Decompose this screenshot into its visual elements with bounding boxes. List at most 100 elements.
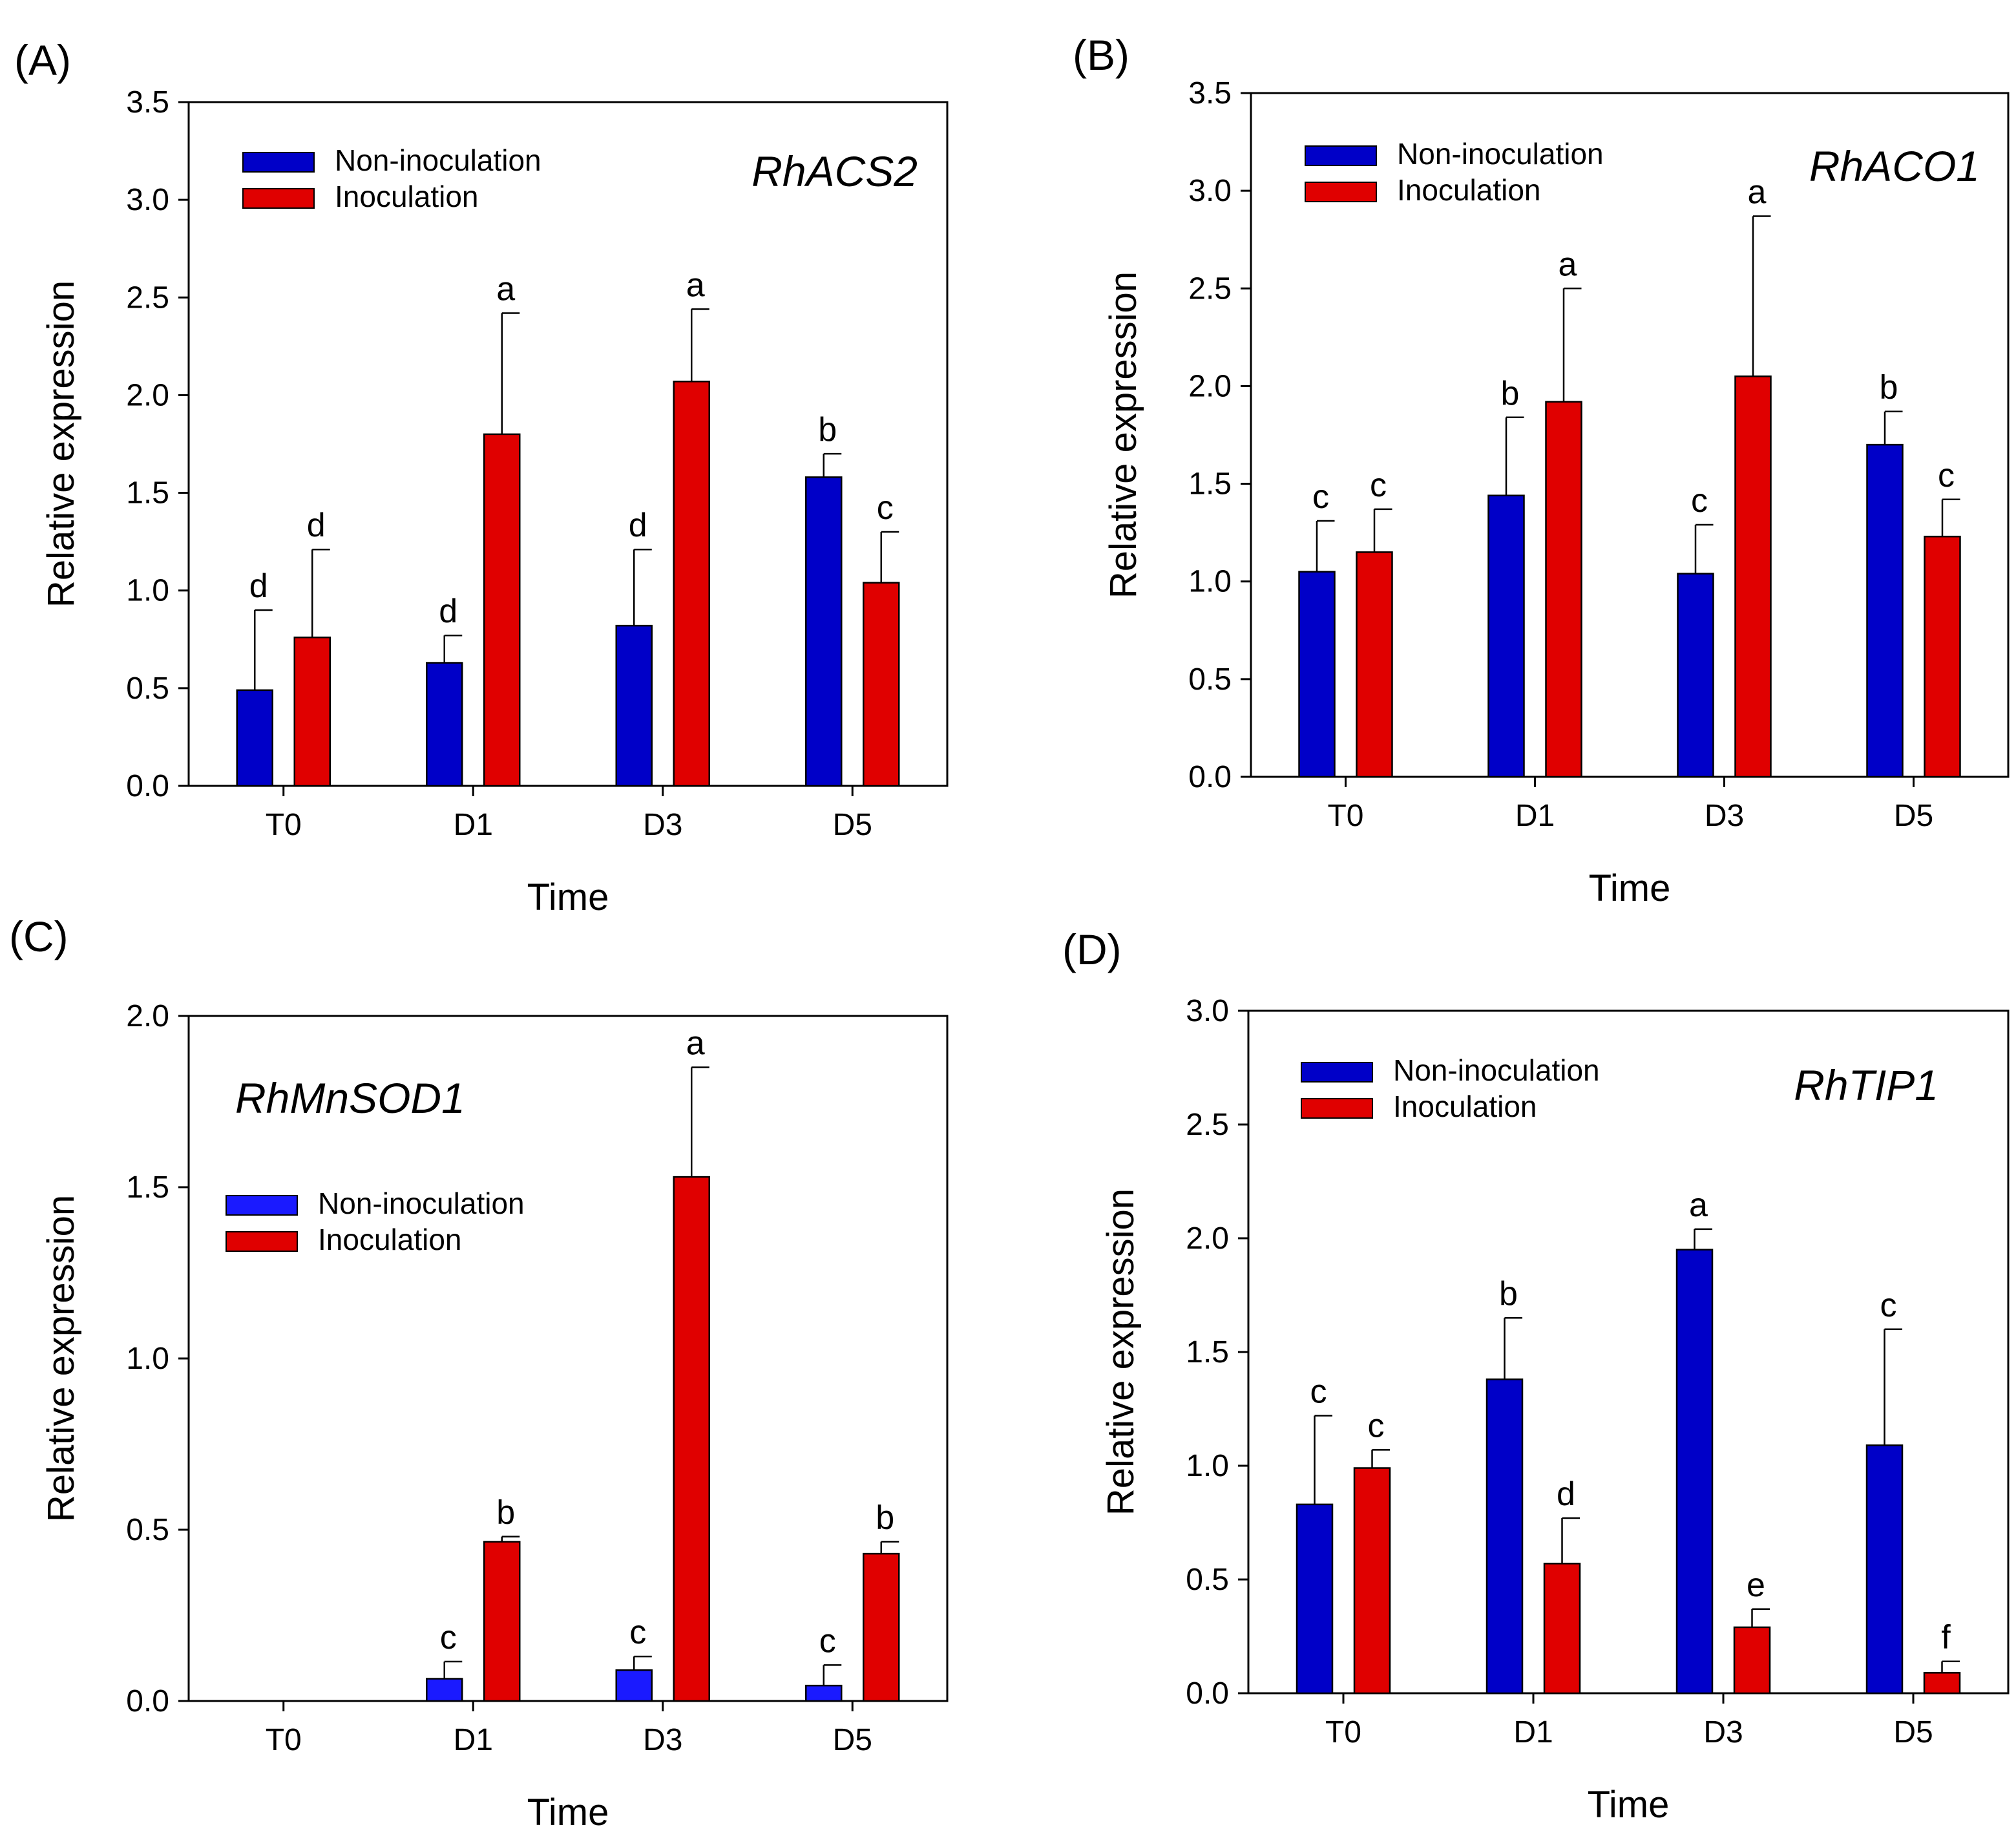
- x-tick-label: D1: [1515, 799, 1555, 833]
- bar-non-inoculation: [1677, 573, 1714, 778]
- x-tick-label: D5: [1893, 1715, 1933, 1749]
- y-tick-label: 1.0: [126, 1342, 169, 1376]
- bar-inoculation: [293, 637, 331, 787]
- bar-non-inoculation: [1865, 1444, 1904, 1695]
- legend-label: Inoculation: [318, 1223, 462, 1256]
- legend-label: Non-inoculation: [335, 143, 541, 177]
- x-tick-label: T0: [266, 1723, 302, 1757]
- bar-non-inoculation: [1486, 1378, 1524, 1695]
- bar-non-inoculation: [615, 1669, 653, 1702]
- significance-letter: c: [1368, 1407, 1385, 1444]
- x-axis-title: Time: [527, 876, 609, 918]
- legend-label: Inoculation: [1393, 1090, 1537, 1123]
- x-tick-label: D1: [454, 808, 493, 842]
- significance-letter: c: [440, 1619, 457, 1656]
- y-tick-label: 0.0: [126, 1684, 169, 1718]
- y-tick-label: 3.5: [1188, 76, 1232, 111]
- x-tick-label: D1: [1513, 1715, 1553, 1749]
- y-tick-label: 1.5: [126, 1170, 169, 1205]
- significance-letter: d: [249, 567, 268, 605]
- gene-title: RhMnSOD1: [235, 1074, 465, 1122]
- significance-letter: e: [1747, 1567, 1765, 1604]
- bar-inoculation: [1356, 551, 1393, 778]
- y-tick-label: 1.0: [1188, 565, 1232, 599]
- y-tick-label: 2.0: [126, 378, 169, 412]
- bar-inoculation: [1543, 1563, 1581, 1695]
- panel-d: (D) 0.0 0.5 1.0 1.5 2.0 2.5 3.0 T0 c c D1 b d D3 a e D5 c f…: [1062, 925, 2010, 1826]
- bar-inoculation: [483, 433, 521, 787]
- y-tick-label: 2.5: [1186, 1108, 1229, 1142]
- significance-letter: a: [1748, 173, 1767, 211]
- bar-inoculation: [1353, 1467, 1391, 1695]
- bar-non-inoculation: [1866, 443, 1904, 778]
- x-tick-label: D5: [833, 1723, 872, 1757]
- significance-letter: a: [686, 1025, 705, 1062]
- y-tick-label: 3.5: [126, 85, 169, 120]
- x-tick-label: D1: [454, 1723, 493, 1757]
- significance-letter: b: [496, 1494, 515, 1532]
- significance-letter: b: [1880, 369, 1898, 407]
- bar-non-inoculation: [1487, 494, 1525, 778]
- legend-label: Inoculation: [1397, 173, 1541, 207]
- bar-inoculation: [863, 582, 900, 787]
- bar-inoculation: [1545, 401, 1582, 778]
- significance-letter: c: [819, 1622, 836, 1660]
- y-axis-title: Relative expression: [40, 1195, 82, 1522]
- plot-frame: [1250, 92, 2010, 778]
- y-tick-label: 3.0: [1188, 174, 1232, 208]
- legend-label: Inoculation: [335, 180, 479, 213]
- panel-c: (C) 0.0 0.5 1.0 1.5 2.0 T0 D1 c b D3 c a D5 c b Relative…: [9, 913, 949, 1833]
- legend-swatch-non-inoculation: [242, 152, 315, 173]
- y-tick-label: 1.5: [126, 476, 169, 511]
- x-tick-label: D5: [833, 808, 872, 842]
- y-tick-label: 0.0: [1188, 760, 1232, 794]
- legend-swatch-non-inoculation: [1301, 1062, 1373, 1083]
- panel-a: (A) 0.0 0.5 1.0 1.5 2.0 2.5 3.0 3.5 T0 d d D1 d a D3 d a D…: [14, 36, 949, 918]
- y-tick-label: 3.0: [126, 183, 169, 217]
- legend-swatch-inoculation: [1305, 182, 1377, 202]
- y-axis-title: Relative expression: [40, 280, 82, 607]
- gene-title: RhTIP1: [1794, 1061, 1938, 1109]
- bar-inoculation: [1733, 1626, 1771, 1695]
- significance-letter: a: [1559, 246, 1577, 283]
- significance-letter: c: [1691, 482, 1708, 520]
- y-tick-label: 2.5: [126, 280, 169, 315]
- y-axis-title: Relative expression: [1102, 271, 1144, 598]
- bar-inoculation: [1924, 535, 1961, 778]
- bar-inoculation: [483, 1541, 521, 1702]
- bar-non-inoculation: [805, 476, 843, 787]
- y-tick-label: 0.0: [1186, 1676, 1229, 1711]
- panel-b: (B) 0.0 0.5 1.0 1.5 2.0 2.5 3.0 3.5 T0 c c D1 b a D3 c a D…: [1073, 31, 2010, 909]
- bar-non-inoculation: [805, 1684, 843, 1702]
- bar-non-inoculation: [426, 662, 463, 787]
- y-tick-label: 0.5: [126, 671, 169, 706]
- significance-letter: d: [439, 593, 457, 630]
- bar-non-inoculation: [615, 624, 653, 787]
- x-tick-label: T0: [1327, 799, 1363, 833]
- plot-frame: [187, 101, 949, 787]
- y-tick-label: 1.0: [126, 574, 169, 608]
- legend-label: Non-inoculation: [1393, 1053, 1600, 1087]
- significance-letter: d: [629, 507, 647, 544]
- x-tick-label: D5: [1894, 799, 1933, 833]
- significance-letter: c: [1312, 478, 1329, 516]
- bar-inoculation: [863, 1552, 900, 1702]
- bar-non-inoculation: [1298, 571, 1336, 778]
- gene-title: RhACS2: [751, 147, 918, 195]
- significance-letter: a: [1689, 1187, 1708, 1224]
- y-tick-label: 2.0: [126, 999, 169, 1033]
- significance-letter: c: [1880, 1287, 1897, 1324]
- panel-label: (B): [1073, 31, 1129, 79]
- x-axis-title: Time: [527, 1791, 609, 1833]
- bar-non-inoculation: [236, 689, 273, 787]
- x-tick-label: D3: [1703, 1715, 1743, 1749]
- gene-title: RhACO1: [1809, 142, 1980, 190]
- y-tick-label: 2.0: [1188, 369, 1232, 403]
- significance-letter: b: [1501, 375, 1520, 412]
- legend-swatch-inoculation: [226, 1231, 298, 1252]
- legend-swatch-non-inoculation: [1305, 145, 1377, 166]
- significance-letter: c: [877, 489, 894, 527]
- x-axis-title: Time: [1589, 867, 1671, 909]
- legend-label: Non-inoculation: [1397, 137, 1604, 171]
